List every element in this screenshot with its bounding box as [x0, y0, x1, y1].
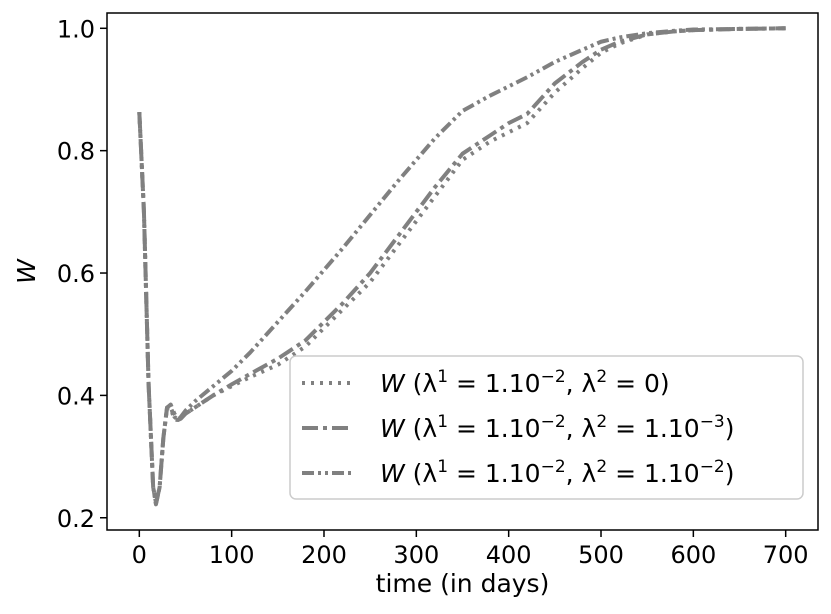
y-tick-label: 0.6 [57, 260, 95, 288]
y-tick-label: 0.2 [57, 505, 95, 533]
series-line-2 [137, 26, 786, 506]
x-axis-ticks: 0 100 200 300 400 500 600 700 [132, 530, 809, 569]
legend-entry: W (λ1 = 1.10−2, λ2 = 1.10−3) [380, 412, 735, 443]
x-tick-label: 200 [301, 541, 347, 569]
x-tick-label: 600 [670, 541, 716, 569]
legend-entry: W (λ1 = 1.10−2, λ2 = 0) [380, 367, 670, 398]
y-axis-label: W [12, 258, 41, 284]
legend-entry: W (λ1 = 1.10−2, λ2 = 1.10−2) [380, 457, 735, 488]
plot-frame [106, 12, 819, 531]
x-axis-label: time (in days) [376, 569, 550, 598]
y-tick-label: 1.0 [57, 15, 95, 43]
series-line-3 [137, 26, 786, 507]
y-axis-ticks: 0.2 0.4 0.6 0.8 1.0 [57, 15, 107, 533]
y-tick-label: 0.8 [57, 138, 95, 166]
legend-box [289, 355, 804, 500]
y-tick-label: 0.4 [57, 382, 95, 410]
x-tick-label: 700 [763, 541, 809, 569]
x-tick-label: 500 [578, 541, 624, 569]
x-tick-label: 100 [209, 541, 255, 569]
x-tick-label: 300 [393, 541, 439, 569]
legend: W (λ1 = 1.10−2, λ2 = 0) W (λ1 = 1.10−2, λ… [289, 355, 804, 500]
x-tick-label: 0 [132, 541, 147, 569]
x-tick-label: 400 [486, 541, 532, 569]
plot-lines [137, 26, 786, 507]
